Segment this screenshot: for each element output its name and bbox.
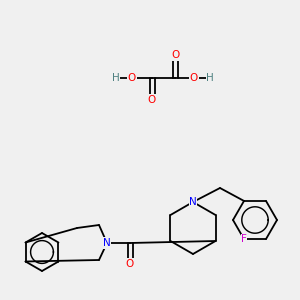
Text: N: N [189, 197, 197, 207]
Text: F: F [241, 234, 247, 244]
Text: O: O [190, 73, 198, 83]
Text: O: O [128, 73, 136, 83]
Text: H: H [112, 73, 120, 83]
Text: O: O [148, 95, 156, 105]
Text: O: O [126, 259, 134, 269]
Text: N: N [103, 238, 111, 248]
Text: O: O [171, 50, 179, 60]
Text: H: H [206, 73, 214, 83]
